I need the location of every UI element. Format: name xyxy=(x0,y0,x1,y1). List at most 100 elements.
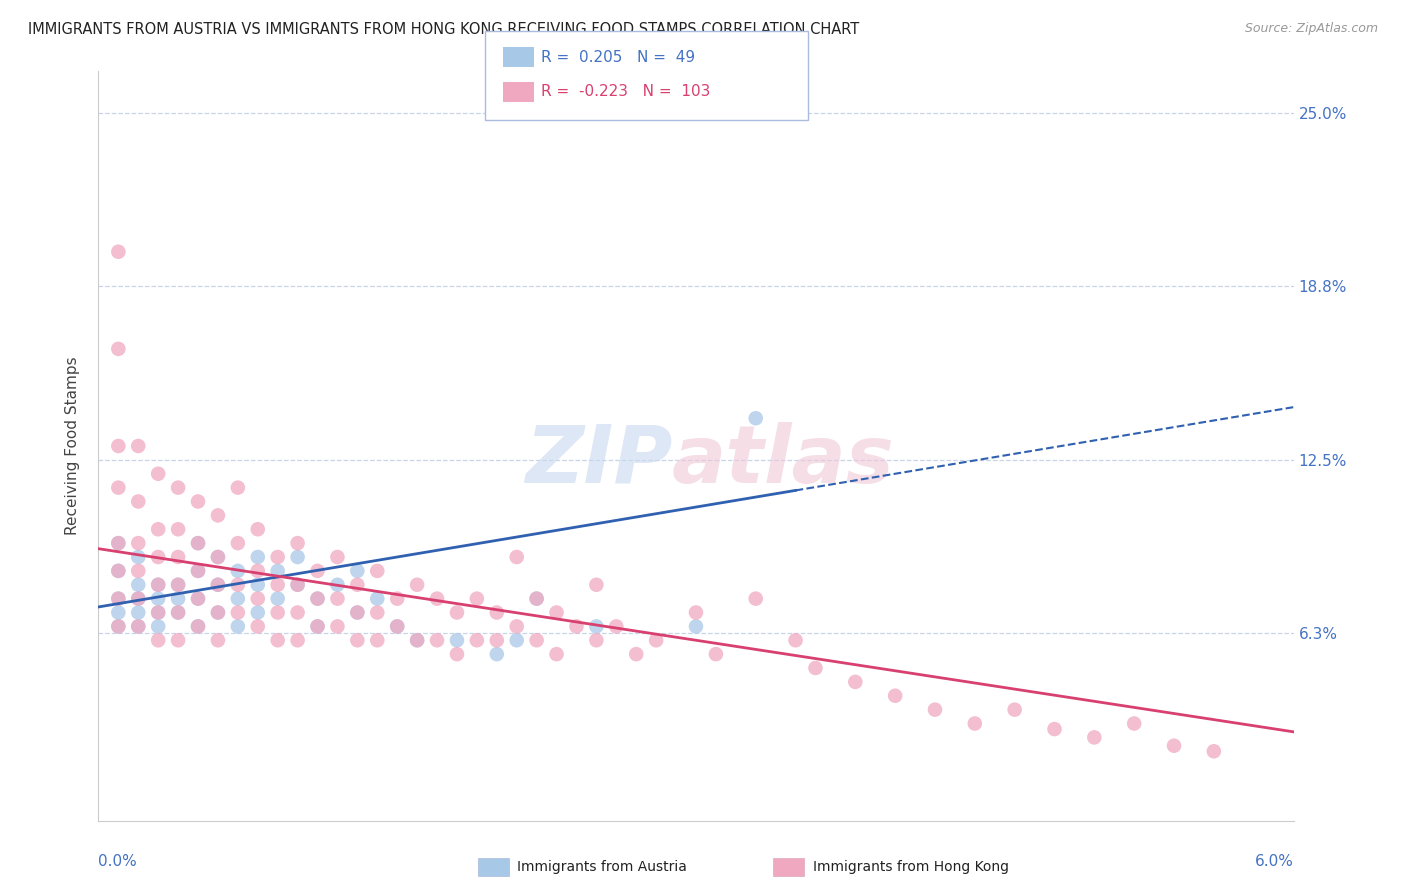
Point xyxy=(406,578,429,592)
Point xyxy=(107,619,129,633)
Point xyxy=(148,522,170,536)
Point xyxy=(267,549,290,564)
Point xyxy=(446,647,468,661)
Point xyxy=(287,606,309,620)
Point xyxy=(127,439,149,453)
Point xyxy=(406,633,429,648)
Point xyxy=(207,578,229,592)
Point xyxy=(685,619,707,633)
Point xyxy=(167,606,190,620)
Point xyxy=(148,606,170,620)
Point xyxy=(307,619,329,633)
Point xyxy=(167,578,190,592)
Point xyxy=(346,633,368,648)
Point xyxy=(426,591,449,606)
Point xyxy=(465,633,488,648)
Point xyxy=(107,619,129,633)
Point xyxy=(226,606,249,620)
Point xyxy=(326,578,349,592)
Point xyxy=(446,633,468,648)
Point xyxy=(326,549,349,564)
Point xyxy=(246,549,269,564)
Point xyxy=(307,619,329,633)
Point xyxy=(127,494,149,508)
Point xyxy=(107,439,129,453)
Point xyxy=(287,578,309,592)
Text: atlas: atlas xyxy=(672,422,894,500)
Point xyxy=(107,244,129,259)
Point xyxy=(366,564,388,578)
Point xyxy=(267,591,290,606)
Point xyxy=(187,536,209,550)
Point xyxy=(187,591,209,606)
Point xyxy=(565,619,588,633)
Point xyxy=(127,619,149,633)
Point xyxy=(207,578,229,592)
Text: 6.0%: 6.0% xyxy=(1254,855,1294,870)
Point xyxy=(148,578,170,592)
Point xyxy=(107,481,129,495)
Point xyxy=(107,591,129,606)
Point xyxy=(287,536,309,550)
Text: IMMIGRANTS FROM AUSTRIA VS IMMIGRANTS FROM HONG KONG RECEIVING FOOD STAMPS CORRE: IMMIGRANTS FROM AUSTRIA VS IMMIGRANTS FR… xyxy=(28,22,859,37)
Point xyxy=(704,647,727,661)
Point xyxy=(307,564,329,578)
Point xyxy=(884,689,907,703)
Point xyxy=(1004,703,1026,717)
Point xyxy=(526,633,548,648)
Point xyxy=(107,606,129,620)
Point xyxy=(226,591,249,606)
Text: Immigrants from Austria: Immigrants from Austria xyxy=(517,860,688,874)
Point xyxy=(148,633,170,648)
Point xyxy=(246,619,269,633)
Point xyxy=(207,508,229,523)
Point xyxy=(346,578,368,592)
Point xyxy=(506,549,529,564)
Point xyxy=(385,591,409,606)
Point xyxy=(246,522,269,536)
Point xyxy=(187,564,209,578)
Point xyxy=(385,619,409,633)
Point xyxy=(287,549,309,564)
Point xyxy=(963,716,986,731)
Point xyxy=(485,606,508,620)
Point xyxy=(167,549,190,564)
Point xyxy=(127,536,149,550)
Point xyxy=(745,591,768,606)
Point xyxy=(346,606,368,620)
Point xyxy=(246,591,269,606)
Point xyxy=(546,647,568,661)
Point xyxy=(406,633,429,648)
Point xyxy=(346,606,368,620)
Point xyxy=(745,411,768,425)
Point xyxy=(804,661,827,675)
Point xyxy=(366,606,388,620)
Point xyxy=(267,633,290,648)
Point xyxy=(226,536,249,550)
Point xyxy=(465,591,488,606)
Point xyxy=(207,549,229,564)
Point xyxy=(167,606,190,620)
Point xyxy=(127,619,149,633)
Point xyxy=(287,578,309,592)
Point xyxy=(485,647,508,661)
Point xyxy=(207,606,229,620)
Point xyxy=(326,591,349,606)
Point xyxy=(127,591,149,606)
Point xyxy=(187,619,209,633)
Point xyxy=(585,619,607,633)
Point xyxy=(506,619,529,633)
Point xyxy=(127,606,149,620)
Text: 0.0%: 0.0% xyxy=(98,855,138,870)
Text: Source: ZipAtlas.com: Source: ZipAtlas.com xyxy=(1244,22,1378,36)
Point xyxy=(366,591,388,606)
Point xyxy=(267,564,290,578)
Point xyxy=(187,536,209,550)
Point xyxy=(127,549,149,564)
Point xyxy=(167,522,190,536)
Point xyxy=(187,619,209,633)
Point xyxy=(307,591,329,606)
Point xyxy=(246,578,269,592)
Point xyxy=(267,606,290,620)
Point xyxy=(546,606,568,620)
